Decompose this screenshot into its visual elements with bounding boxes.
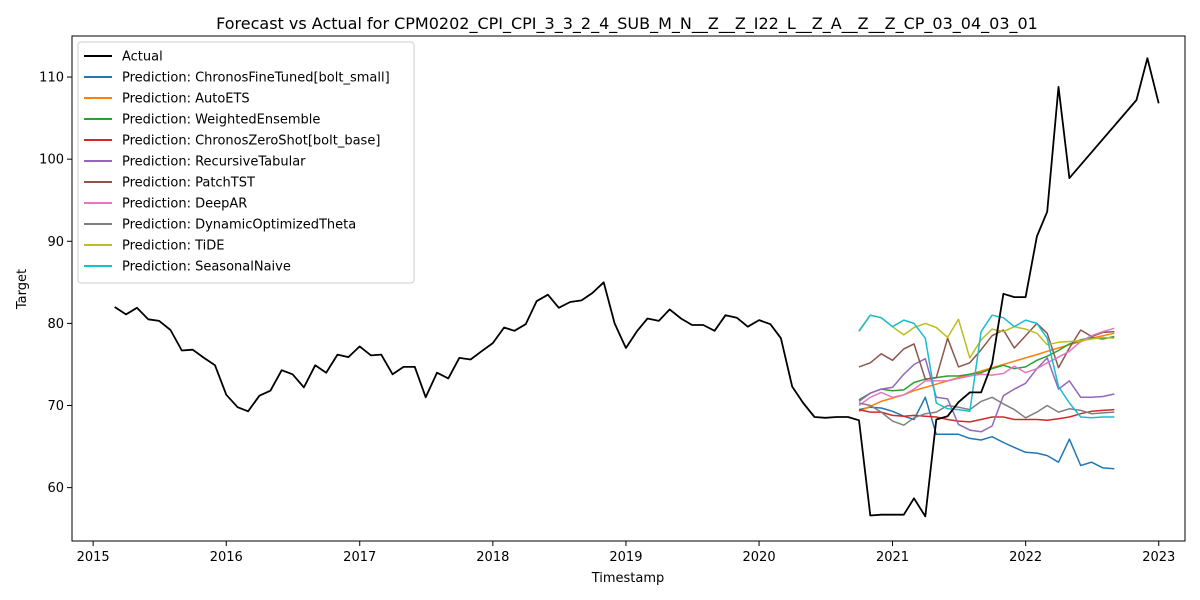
series-line-recursivetabular	[858, 357, 1115, 433]
series-layer	[114, 57, 1160, 518]
x-tick-label-2017: 2017	[343, 550, 376, 565]
legend-label-tide: Prediction: TiDE	[122, 239, 224, 254]
series-line-tide	[858, 314, 1115, 359]
legend-label-patchtst: Prediction: PatchTST	[122, 176, 255, 191]
legend-label-chronoszeroshot-bolt-base: Prediction: ChronosZeroShot[bolt_base]	[122, 134, 380, 149]
x-tick-label-2016: 2016	[210, 550, 243, 565]
series-line-chronoszeroshot-bolt-base	[858, 408, 1115, 423]
series-line-actual	[114, 57, 1160, 518]
series-line-dynamicoptimizedtheta	[858, 396, 1115, 426]
legend-label-seasonalnaive: Prediction: SeasonalNaive	[122, 260, 291, 275]
series-line-weightedensemble	[858, 335, 1115, 401]
y-tick-label-60: 60	[47, 481, 64, 496]
legend-label-weightedensemble: Prediction: WeightedEnsemble	[122, 113, 320, 128]
legend-label-autoets: Prediction: AutoETS	[122, 92, 250, 107]
y-tick-label-110: 110	[39, 71, 64, 86]
series-line-deepar	[858, 327, 1115, 407]
series-line-seasonalnaive	[858, 314, 1115, 419]
x-tick-label-2015: 2015	[77, 550, 110, 565]
x-tick-label-2018: 2018	[476, 550, 509, 565]
y-tick-label-80: 80	[47, 317, 64, 332]
y-tick-label-90: 90	[47, 235, 64, 250]
y-axis-label: Target	[15, 269, 30, 310]
legend-label-recursivetabular: Prediction: RecursiveTabular	[122, 155, 306, 170]
plot-frame	[71, 35, 1186, 542]
y-tick-label-70: 70	[47, 399, 64, 414]
legend-label-chronosfinetuned-bolt-small: Prediction: ChronosFineTuned[bolt_small]	[122, 71, 390, 86]
x-axis-label: Timestamp	[591, 571, 665, 586]
legend-label-actual: Actual	[122, 50, 163, 65]
legend-label-deepar: Prediction: DeepAR	[122, 197, 247, 212]
x-tick-label-2022: 2022	[1009, 550, 1042, 565]
legend: Actual Prediction: ChronosFineTuned[bolt_…	[77, 41, 415, 284]
x-tick-label-2019: 2019	[609, 550, 642, 565]
legend-box	[77, 41, 415, 284]
axes-layer: 2015 2016 2017 2018 2019 2020 2021 2022 2023 60 70…	[39, 71, 1175, 565]
x-tick-label-2020: 2020	[743, 550, 776, 565]
chart-title: Forecast vs Actual for CPM0202_CPI_CPI_3…	[216, 14, 1038, 34]
x-tick-label-2023: 2023	[1142, 550, 1175, 565]
legend-label-dynamicoptimizedtheta: Prediction: DynamicOptimizedTheta	[122, 218, 356, 233]
y-tick-label-100: 100	[39, 153, 64, 168]
series-line-patchtst	[858, 322, 1115, 380]
x-tick-label-2021: 2021	[876, 550, 909, 565]
